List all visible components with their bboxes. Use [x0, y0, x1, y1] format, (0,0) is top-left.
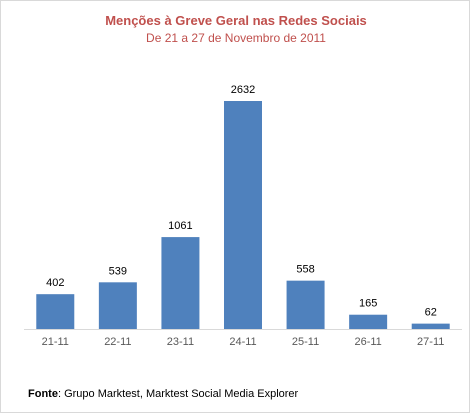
- data-label: 2632: [231, 84, 255, 96]
- bar-27-11: [411, 323, 450, 329]
- x-tick-label: 21-11: [42, 336, 69, 348]
- chart-subtitle: De 21 a 27 de Novembro de 2011: [146, 31, 326, 45]
- x-tick-label: 22-11: [104, 336, 131, 348]
- data-label: 539: [109, 265, 127, 277]
- bar-24-11: [224, 101, 262, 329]
- bar-22-11: [98, 282, 137, 329]
- data-label: 1061: [168, 220, 192, 232]
- x-tick-label: 23-11: [167, 336, 194, 348]
- bar-23-11: [161, 237, 200, 329]
- data-label: 402: [46, 277, 64, 289]
- bar-21-11: [36, 294, 75, 329]
- x-tick-label: 27-11: [417, 336, 444, 348]
- source-text: : Grupo Marktest, Marktest Social Media …: [57, 388, 299, 400]
- bar-26-11: [349, 314, 388, 329]
- bar-25-11: [286, 280, 325, 329]
- source-note: Fonte: Grupo Marktest, Marktest Social M…: [28, 388, 298, 400]
- x-tick-label: 25-11: [292, 336, 319, 348]
- x-tick-label: 24-11: [229, 336, 256, 348]
- data-label: 558: [296, 264, 314, 276]
- x-tick-label: 26-11: [354, 336, 381, 348]
- data-label: 165: [359, 298, 377, 310]
- data-label: 62: [425, 307, 437, 319]
- source-label: Fonte: [28, 388, 58, 400]
- chart-title: Menções à Greve Geral nas Redes Sociais: [105, 13, 367, 28]
